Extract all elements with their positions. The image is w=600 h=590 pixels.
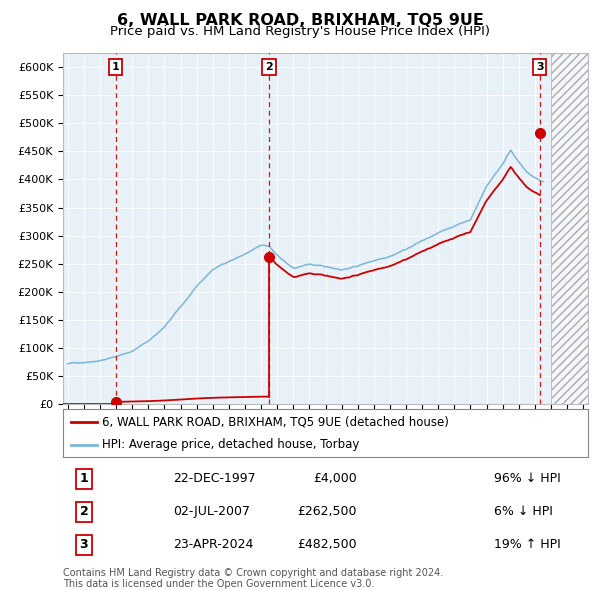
Text: 1: 1 <box>112 62 119 72</box>
Text: 23-APR-2024: 23-APR-2024 <box>173 538 254 552</box>
Text: 6, WALL PARK ROAD, BRIXHAM, TQ5 9UE: 6, WALL PARK ROAD, BRIXHAM, TQ5 9UE <box>116 13 484 28</box>
Text: 1: 1 <box>80 472 88 486</box>
Text: 19% ↑ HPI: 19% ↑ HPI <box>493 538 560 552</box>
Text: 02-JUL-2007: 02-JUL-2007 <box>173 505 250 519</box>
Bar <box>551 53 588 404</box>
Text: £482,500: £482,500 <box>298 538 357 552</box>
Text: 2: 2 <box>80 505 88 519</box>
Text: 3: 3 <box>80 538 88 552</box>
Text: £4,000: £4,000 <box>313 472 357 486</box>
Text: 96% ↓ HPI: 96% ↓ HPI <box>493 472 560 486</box>
Bar <box>551 53 588 404</box>
Text: 6% ↓ HPI: 6% ↓ HPI <box>493 505 553 519</box>
Text: £262,500: £262,500 <box>298 505 357 519</box>
Text: 3: 3 <box>536 62 544 72</box>
Text: 22-DEC-1997: 22-DEC-1997 <box>173 472 256 486</box>
Text: HPI: Average price, detached house, Torbay: HPI: Average price, detached house, Torb… <box>103 438 360 451</box>
Text: 2: 2 <box>265 62 273 72</box>
Text: 6, WALL PARK ROAD, BRIXHAM, TQ5 9UE (detached house): 6, WALL PARK ROAD, BRIXHAM, TQ5 9UE (det… <box>103 416 449 429</box>
Text: Contains HM Land Registry data © Crown copyright and database right 2024.
This d: Contains HM Land Registry data © Crown c… <box>63 568 443 589</box>
Text: Price paid vs. HM Land Registry's House Price Index (HPI): Price paid vs. HM Land Registry's House … <box>110 25 490 38</box>
